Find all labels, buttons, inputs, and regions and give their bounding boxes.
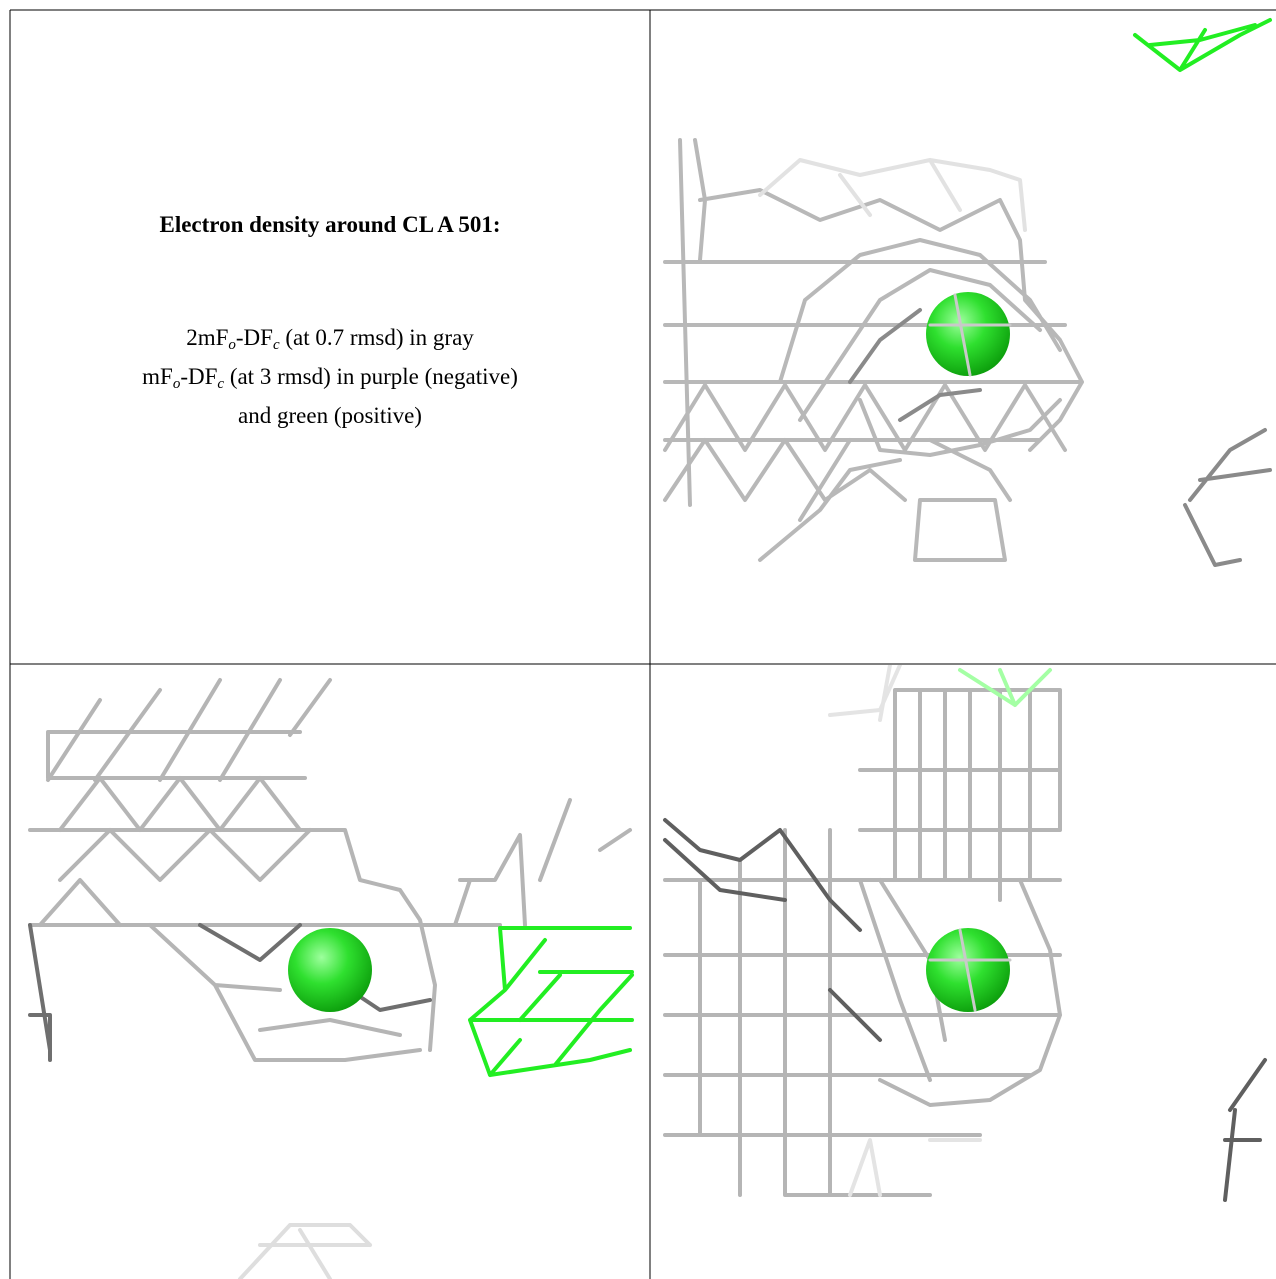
density-mesh bbox=[1133, 18, 1272, 72]
figure-title: Electron density around CL A 501: bbox=[159, 212, 501, 237]
legend-subscript: c bbox=[217, 376, 225, 392]
density-mesh bbox=[468, 926, 634, 1077]
density-panel bbox=[663, 665, 1267, 1202]
legend-line: and green (positive) bbox=[10, 400, 650, 432]
legend-text: 2mF bbox=[186, 325, 229, 350]
density-mesh bbox=[848, 308, 1272, 567]
density-panel bbox=[28, 678, 634, 1279]
legend-line: 2mFo-DFc (at 0.7 rmsd) in gray bbox=[10, 322, 650, 361]
legend-text: mF bbox=[142, 364, 173, 389]
legend-subscript: o bbox=[228, 337, 236, 353]
density-mesh bbox=[663, 688, 1062, 1197]
panel-border bbox=[9, 9, 1276, 1279]
legend-line: mFo-DFc (at 3 rmsd) in purple (negative) bbox=[10, 361, 650, 400]
atom-sphere bbox=[288, 928, 372, 1012]
legend-text: -DF bbox=[235, 325, 273, 350]
legend-text: and green (positive) bbox=[238, 403, 422, 428]
density-mesh bbox=[663, 138, 1084, 562]
legend-text: (at 3 rmsd) in purple (negative) bbox=[224, 364, 518, 389]
density-mesh bbox=[828, 665, 982, 1197]
density-mesh bbox=[928, 928, 1012, 1012]
density-mesh bbox=[958, 668, 1052, 707]
density-mesh bbox=[928, 293, 1012, 377]
density-panel bbox=[663, 18, 1272, 567]
density-mesh bbox=[663, 818, 1267, 1202]
legend-subscript: c bbox=[272, 337, 280, 353]
density-mesh bbox=[28, 923, 432, 1062]
legend: 2mFo-DFc (at 0.7 rmsd) in gray mFo-DFc (… bbox=[10, 322, 650, 432]
density-mesh bbox=[238, 1223, 372, 1279]
density-mesh bbox=[28, 678, 632, 1062]
density-mesh bbox=[758, 158, 1027, 232]
legend-text: (at 0.7 rmsd) in gray bbox=[279, 325, 474, 350]
legend-subscript: o bbox=[172, 376, 181, 392]
legend-text: -DF bbox=[180, 364, 218, 389]
atom-sphere bbox=[926, 292, 1010, 376]
